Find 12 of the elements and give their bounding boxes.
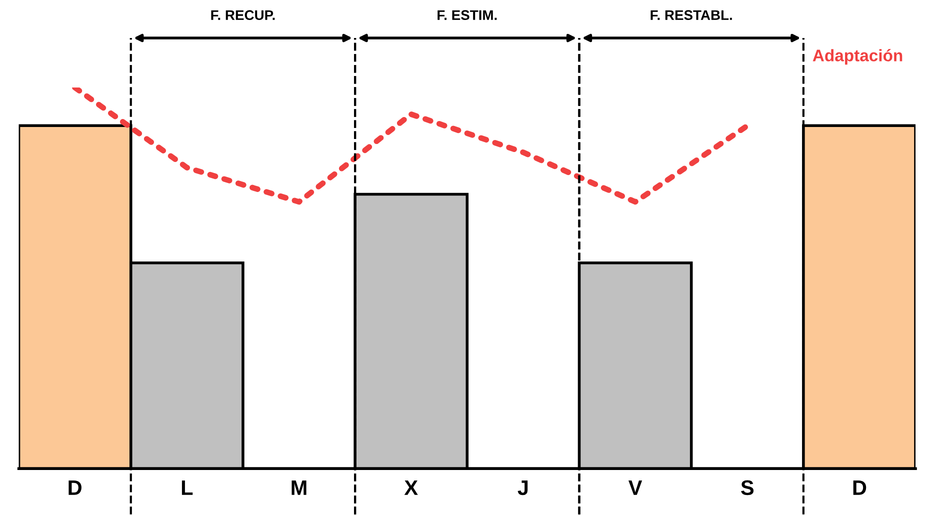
- text: F. RECUP.: [211, 10, 275, 20]
- text: F. ESTIM.: [438, 10, 497, 20]
- x-tick-label: M: [292, 480, 306, 495]
- x-tick-label: S: [741, 480, 754, 496]
- x-tick-label: L: [182, 480, 193, 495]
- text: F. RESTABL.: [650, 10, 732, 20]
- x-tick-label: V: [628, 480, 642, 495]
- text: Adaptación: [812, 49, 902, 65]
- x-tick-label: J: [518, 480, 528, 496]
- x-tick-label: D: [853, 480, 866, 495]
- x-tick-label: X: [404, 480, 418, 495]
- x-tick-label: D: [68, 480, 82, 495]
